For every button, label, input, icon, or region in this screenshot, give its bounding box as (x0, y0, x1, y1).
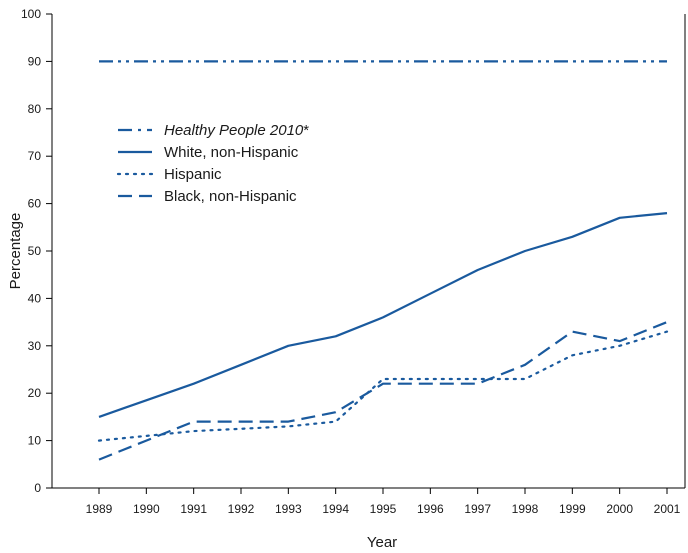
y-tick-label: 40 (28, 291, 42, 305)
y-tick-label: 60 (28, 197, 42, 211)
legend-label-white-non-hispanic: White, non-Hispanic (164, 144, 299, 161)
series-line-hispanic (97, 330, 669, 442)
series-line-black-non-hispanic (98, 321, 668, 461)
x-tick-label: 1996 (417, 502, 444, 516)
x-tick-label: 1991 (180, 502, 207, 516)
y-tick-label: 80 (28, 102, 42, 116)
y-tick-label: 50 (28, 244, 42, 258)
y-tick-label: 70 (28, 149, 42, 163)
x-tick-label: 1993 (275, 502, 302, 516)
y-tick-label: 0 (34, 481, 41, 495)
y-tick-label: 100 (21, 7, 41, 21)
x-tick-label: 1992 (228, 502, 255, 516)
legend: Healthy People 2010*White, non-HispanicH… (116, 122, 309, 205)
x-tick-label: 1994 (322, 502, 349, 516)
legend-label-text: White, non-Hispanic (164, 144, 299, 161)
legend-label-healthy-people-2010: Healthy People 2010* (164, 122, 309, 139)
y-tick-label: 90 (28, 54, 42, 68)
x-tick-label: 1999 (559, 502, 586, 516)
x-axis-ticks: 1989 1990 1991 1992 1993 1994 1995 1996 1997 1998… (86, 488, 681, 516)
y-tick-label: 10 (28, 434, 42, 448)
y-axis-ticks: 0 10 20 30 40 50 60 70 80 90 100 (21, 7, 52, 495)
y-tick-label: 30 (28, 339, 42, 353)
x-tick-label: 2001 (654, 502, 681, 516)
series-line-white-non-hispanic (98, 212, 668, 418)
legend-label-text: Black, non-Hispanic (164, 188, 297, 205)
legend-label-hispanic: Hispanic (164, 166, 222, 183)
series-lines (97, 60, 669, 461)
legend-label-suffix: * (303, 122, 309, 139)
x-tick-label: 2000 (606, 502, 633, 516)
y-axis-title: Percentage (7, 213, 24, 290)
legend-label-black-non-hispanic: Black, non-Hispanic (164, 188, 297, 205)
y-tick-label: 20 (28, 386, 42, 400)
x-tick-label: 1990 (133, 502, 160, 516)
x-tick-label: 1998 (512, 502, 539, 516)
x-tick-label: 1995 (370, 502, 397, 516)
x-tick-label: 1997 (464, 502, 491, 516)
x-tick-label: 1989 (86, 502, 113, 516)
legend-label-text: Hispanic (164, 166, 222, 183)
x-axis-title: Year (367, 534, 397, 551)
axes (51, 14, 686, 489)
legend-label-text: Healthy People 2010 (164, 122, 304, 139)
